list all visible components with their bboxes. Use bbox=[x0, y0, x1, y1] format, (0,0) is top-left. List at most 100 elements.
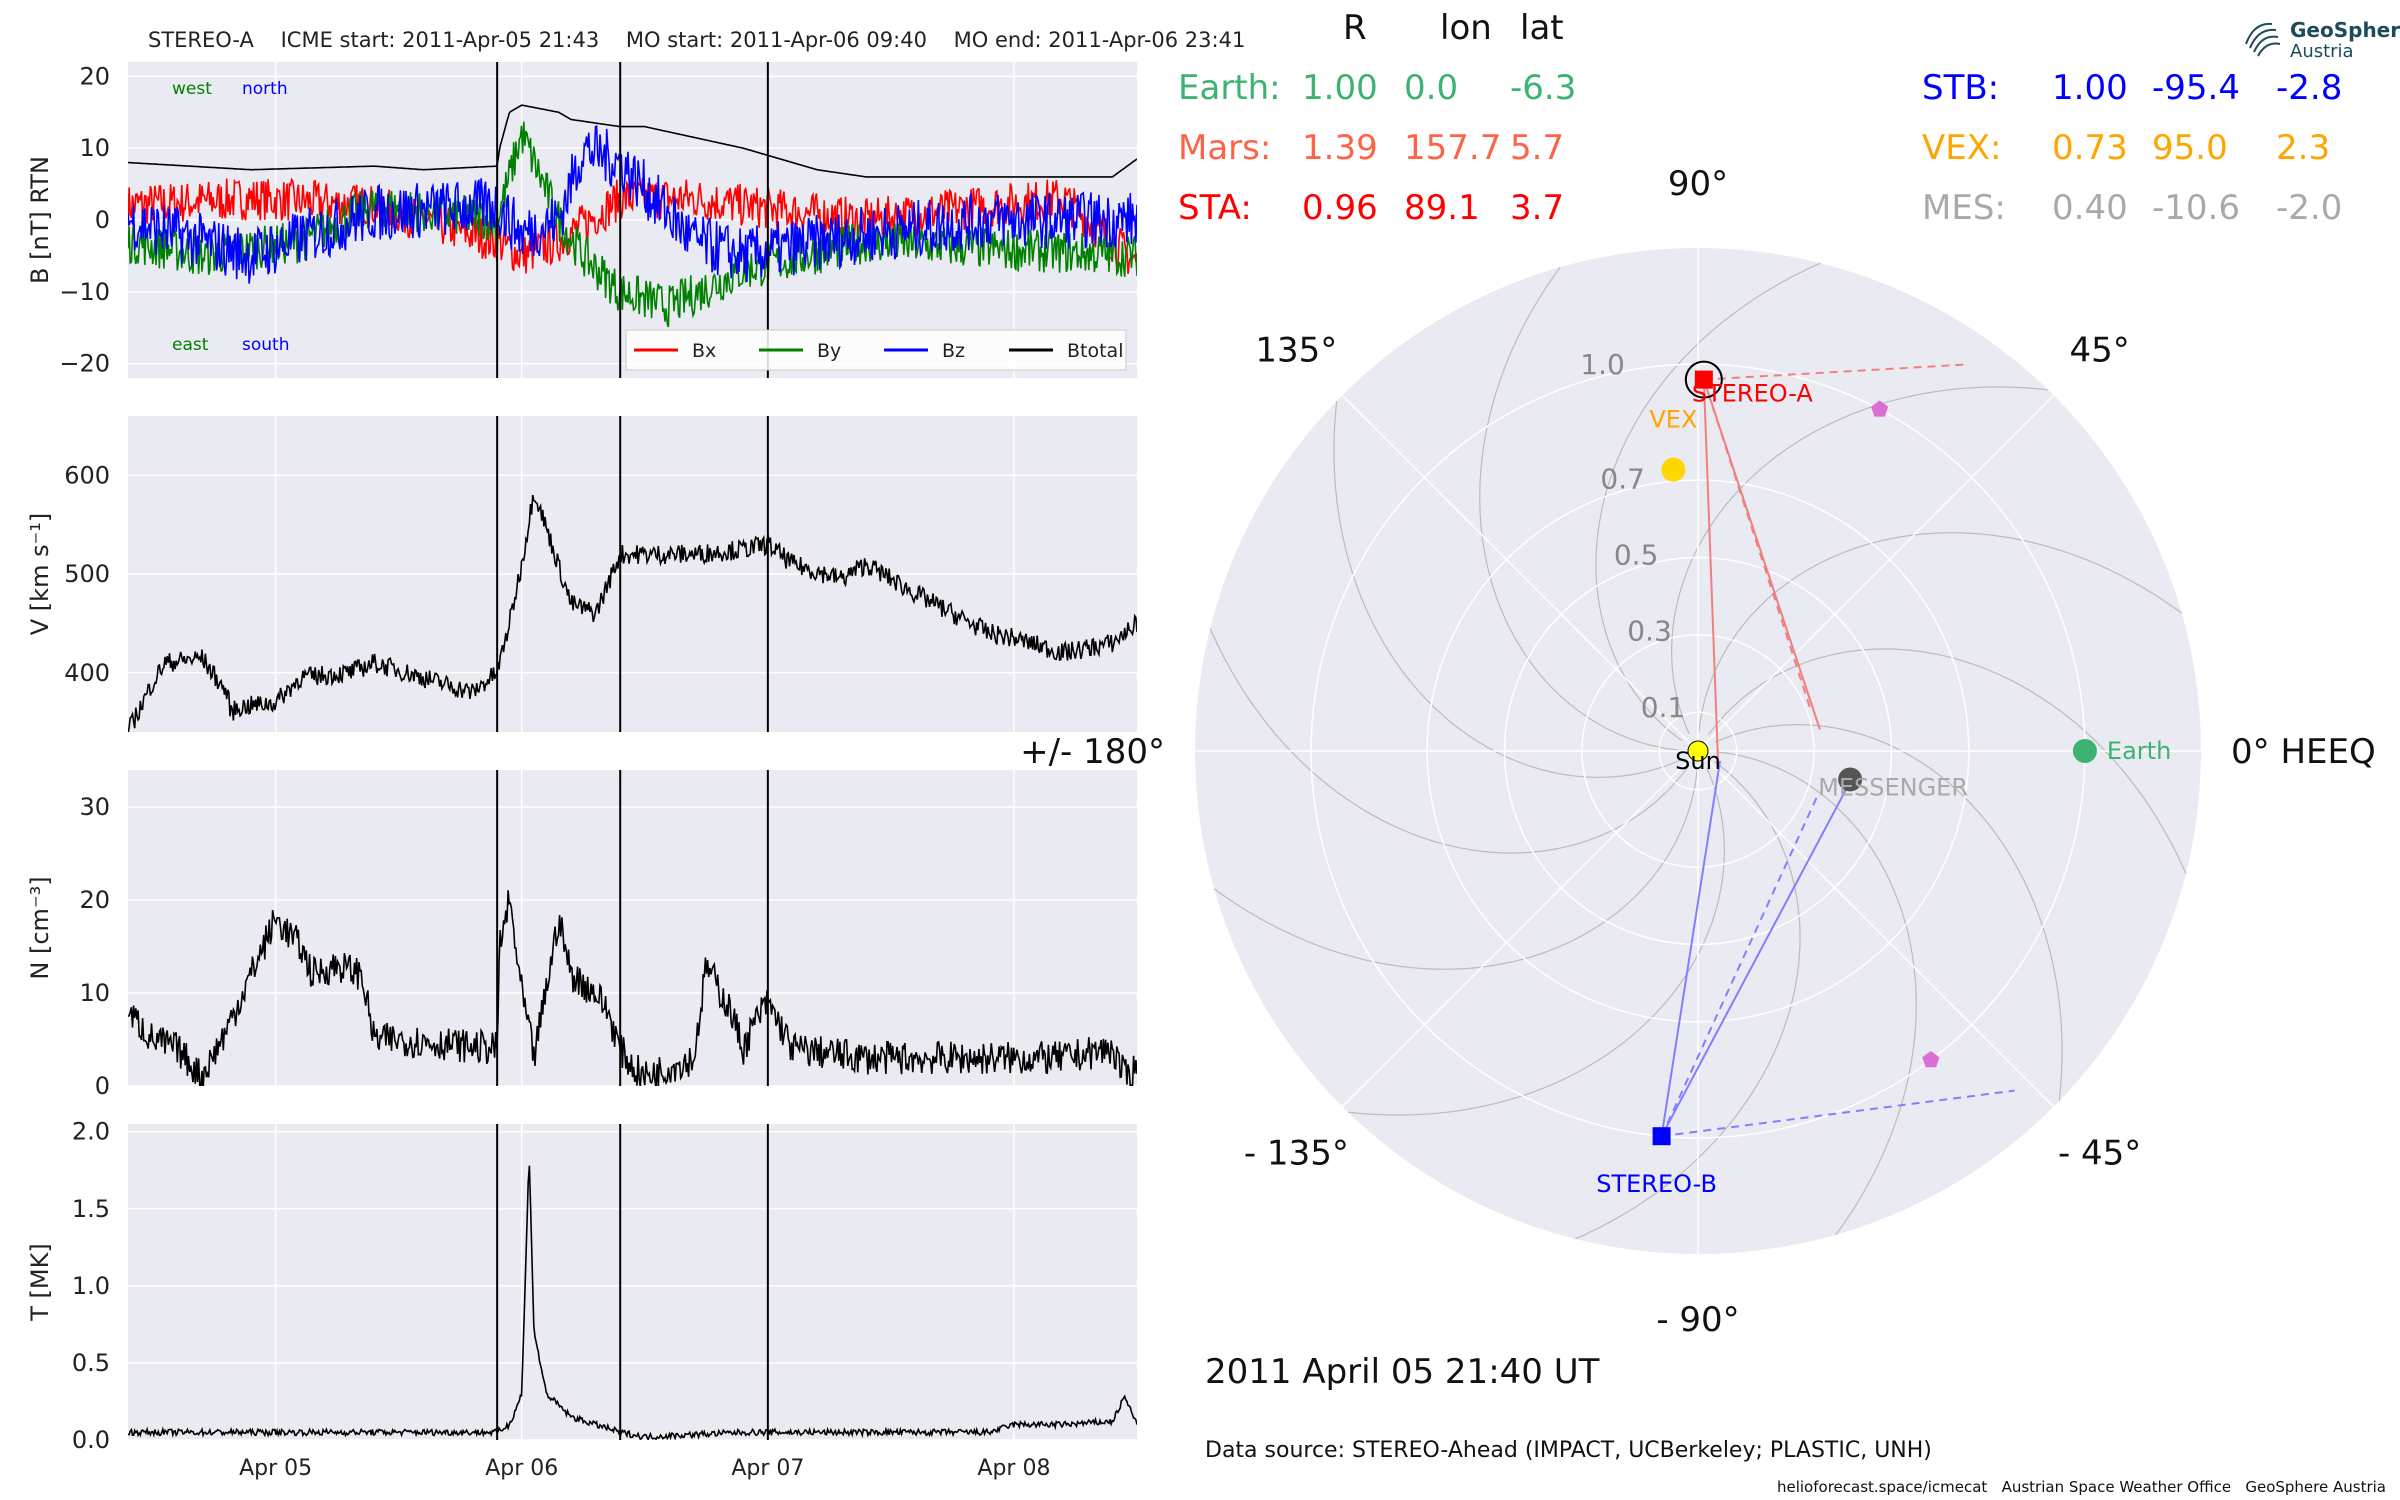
sta-fov-line bbox=[1703, 363, 1969, 381]
y-tick-label: 0 bbox=[95, 1072, 110, 1100]
row-lat-value: -6.3 bbox=[1510, 68, 1577, 108]
row-label: MES: bbox=[1922, 188, 2006, 228]
geosphere-logo: GeoSphere Austria bbox=[2238, 14, 2400, 64]
row-lat-value: 5.7 bbox=[1510, 128, 1565, 168]
y-axis-label: T [MK] bbox=[26, 1243, 54, 1321]
data-source: Data source: STEREO-Ahead (IMPACT, UCBer… bbox=[1205, 1438, 1932, 1463]
y-tick-label: 0.5 bbox=[72, 1349, 110, 1377]
point-label-messenger: MESSENGER bbox=[1818, 773, 1968, 801]
point-messenger bbox=[1838, 767, 1863, 792]
row-lon-value: 157.7 bbox=[1404, 128, 1502, 168]
y-axis-label: N [cm⁻³] bbox=[26, 876, 54, 979]
row-lon-value: -95.4 bbox=[2152, 68, 2240, 108]
row-lon-value: 89.1 bbox=[1404, 188, 1480, 228]
y-tick-label: 500 bbox=[64, 560, 110, 588]
mo-start: MO start: 2011-Apr-06 09:40 bbox=[625, 28, 927, 52]
point-label-stereo-b: STEREO-B bbox=[1596, 1170, 1717, 1198]
x-tick-label: Apr 06 bbox=[485, 1456, 558, 1481]
row-r-value: 0.40 bbox=[2052, 188, 2128, 228]
angle-label: +/- 180° bbox=[1020, 732, 1165, 772]
point-sun bbox=[1687, 740, 1709, 762]
column-header-r: R bbox=[1343, 8, 1367, 48]
angle-label: 0° HEEQ bbox=[2231, 732, 2376, 772]
legend-label-bz: Bz bbox=[942, 340, 965, 362]
row-label: STA: bbox=[1178, 188, 1252, 228]
y-tick-label: 2.0 bbox=[72, 1118, 110, 1146]
y-tick-label: 0.0 bbox=[72, 1426, 110, 1454]
spiral-line bbox=[1333, 400, 1682, 779]
date-stamp: 2011 April 05 21:40 UT bbox=[1205, 1352, 1600, 1392]
point-pentagon bbox=[1922, 1051, 1940, 1068]
panel-background bbox=[128, 1124, 1137, 1440]
series-speed-line bbox=[128, 494, 1137, 732]
annotation-north: north bbox=[242, 79, 288, 99]
y-tick-label: −20 bbox=[59, 350, 110, 378]
y-tick-label: 20 bbox=[79, 62, 110, 90]
icme-start: ICME start: 2011-Apr-05 21:43 bbox=[280, 28, 600, 52]
row-lon-value: 0.0 bbox=[1404, 68, 1459, 108]
y-tick-label: 30 bbox=[79, 793, 110, 821]
y-tick-label: 1.0 bbox=[72, 1272, 110, 1300]
spiral-line bbox=[1717, 751, 1917, 1236]
angular-grid-line bbox=[1341, 394, 1699, 752]
y-tick-label: 10 bbox=[79, 134, 110, 162]
legend-label-bx: Bx bbox=[692, 340, 716, 362]
y-tick-label: 10 bbox=[79, 979, 110, 1007]
point-label-earth: Earth bbox=[2107, 737, 2171, 765]
y-axis-label: B [nT] RTN bbox=[26, 156, 54, 284]
point-label-stereo-a: STEREO-A bbox=[1692, 380, 1814, 408]
point-pentagon bbox=[1871, 400, 1889, 417]
point-earth bbox=[2072, 739, 2097, 763]
polar-position-plot: 1.0 0.7 0.5 0.3 0.1 90° 45° 0° HEEQ - 45° - 90° - … bbox=[1020, 164, 2376, 1340]
stb-fov-line bbox=[1660, 794, 1819, 1137]
angle-label: 135° bbox=[1255, 330, 1337, 370]
y-tick-label: 1.5 bbox=[72, 1195, 110, 1223]
panel-magnetic-field: 20 10 0 −10 −20 B [nT] RTN west north east south B… bbox=[26, 62, 1137, 378]
row-lat-value: -2.0 bbox=[2276, 188, 2343, 228]
column-header-lat: lat bbox=[1520, 8, 1564, 48]
angle-label: 90° bbox=[1668, 164, 1728, 204]
angle-label: - 90° bbox=[1656, 1300, 1739, 1340]
radial-tick-label: 0.7 bbox=[1600, 462, 1645, 495]
x-tick-label: Apr 07 bbox=[731, 1456, 804, 1481]
point-stereo-b bbox=[1652, 1127, 1671, 1146]
legend-label-btotal: Btotal bbox=[1067, 340, 1123, 362]
series-density-line bbox=[128, 890, 1137, 1086]
angle-label: - 45° bbox=[2058, 1134, 2141, 1174]
panel-speed: 600 500 400 V [km s⁻¹] bbox=[26, 416, 1137, 732]
annotation-west: west bbox=[172, 79, 212, 99]
point-label-vex: VEX bbox=[1649, 406, 1697, 434]
radial-grid-circle bbox=[1658, 711, 1738, 791]
footer-credits: helioforecast.space/icmecat Austrian Spa… bbox=[1776, 1478, 2386, 1496]
row-r-value: 1.00 bbox=[2052, 68, 2128, 108]
radial-grid-circle bbox=[1426, 479, 1970, 1023]
radial-tick-label: 1.0 bbox=[1580, 348, 1625, 381]
series-group bbox=[128, 1165, 1137, 1440]
angular-grid-line bbox=[1341, 750, 1699, 1108]
series-bz-line bbox=[128, 124, 1137, 284]
panel-density: 30 20 10 0 N [cm⁻³] bbox=[26, 770, 1137, 1100]
panel-temperature: 2.0 1.5 1.0 0.5 0.0 T [MK] Apr 05 Apr 06 Apr 07 A… bbox=[26, 1118, 1137, 1481]
spiral-line bbox=[1213, 770, 1698, 970]
row-lon-value: 95.0 bbox=[2152, 128, 2228, 168]
radial-grid-circle bbox=[1503, 556, 1893, 946]
row-label: STB: bbox=[1922, 68, 2000, 108]
mo-end: MO end: 2011-Apr-06 23:41 bbox=[953, 28, 1246, 52]
series-group bbox=[128, 494, 1137, 732]
spiral-line bbox=[1670, 386, 2049, 735]
sta-fov-line bbox=[1702, 379, 1719, 762]
row-label: Mars: bbox=[1178, 128, 1272, 168]
y-tick-label: 400 bbox=[64, 659, 110, 687]
point-label-sun: Sun bbox=[1675, 747, 1721, 775]
row-label: VEX: bbox=[1922, 128, 2002, 168]
y-tick-label: −10 bbox=[59, 278, 110, 306]
radial-tick-label: 0.1 bbox=[1641, 691, 1686, 724]
point-vex bbox=[1661, 457, 1686, 482]
annotation-east: east bbox=[172, 335, 209, 355]
radial-grid-circle bbox=[1581, 634, 1815, 868]
y-tick-label: 0 bbox=[95, 206, 110, 234]
legend-label-by: By bbox=[817, 340, 841, 362]
stb-fov-line bbox=[1660, 782, 1851, 1137]
row-r-value: 1.00 bbox=[1302, 68, 1378, 108]
